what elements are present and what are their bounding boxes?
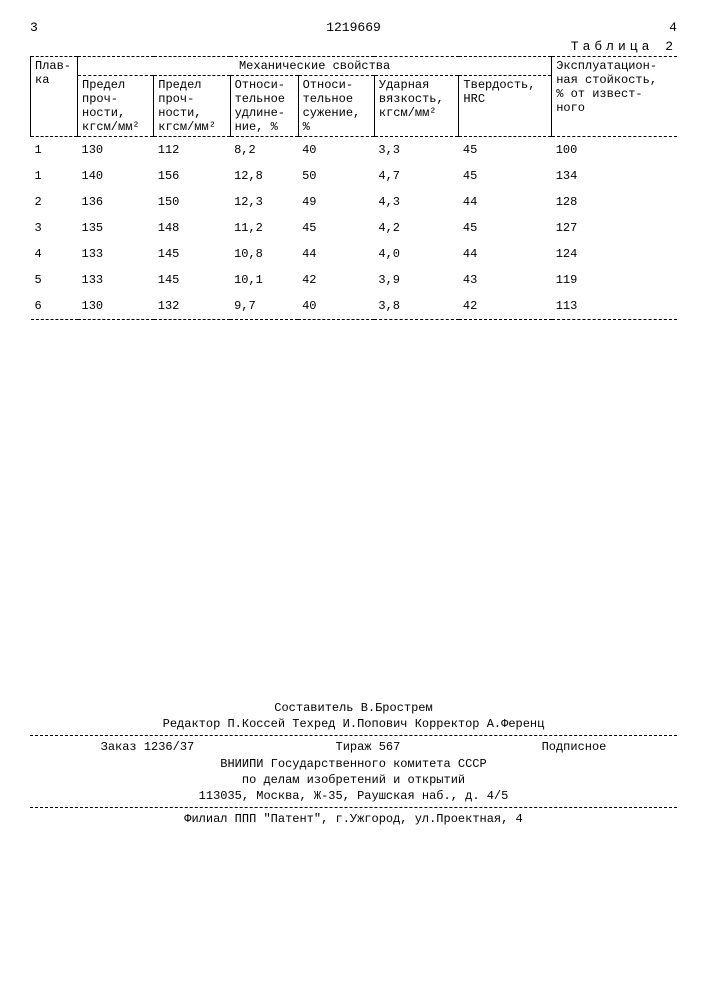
subcol-2: Предел проч- ности, кгсм/мм² — [154, 76, 230, 137]
table-cell: 45 — [459, 163, 552, 189]
footer-order: Заказ 1236/37 — [101, 739, 195, 755]
subcol-4: Относи- тельное сужение, % — [298, 76, 374, 137]
table-cell: 4,2 — [374, 215, 459, 241]
table-cell: 145 — [154, 267, 230, 293]
page-number-right: 4 — [669, 20, 677, 35]
subcol-3: Относи- тельное удлине- ние, % — [230, 76, 298, 137]
table-cell: 119 — [552, 267, 677, 293]
table-cell: 10,1 — [230, 267, 298, 293]
table-cell: 5 — [31, 267, 78, 293]
table-cell: 44 — [459, 241, 552, 267]
footer-addr2: Филиал ППП "Патент", г.Ужгород, ул.Проек… — [30, 811, 677, 827]
table-cell: 130 — [78, 137, 154, 163]
table-cell: 49 — [298, 189, 374, 215]
subcol-5: Ударная вязкость, кгсм/мм² — [374, 76, 459, 137]
col-ekspl: Эксплуатацион- ная стойкость, % от извес… — [552, 57, 677, 137]
table-cell: 145 — [154, 241, 230, 267]
table-cell: 133 — [78, 241, 154, 267]
table-cell: 10,8 — [230, 241, 298, 267]
footer-org2: по делам изобретений и открытий — [30, 772, 677, 788]
table-cell: 3,8 — [374, 293, 459, 320]
table-cell: 1 — [31, 163, 78, 189]
table-cell: 12,3 — [230, 189, 298, 215]
col-plavka: Плав- ка — [31, 57, 78, 137]
table-cell: 42 — [459, 293, 552, 320]
table-cell: 132 — [154, 293, 230, 320]
table-cell: 11,2 — [230, 215, 298, 241]
table-cell: 148 — [154, 215, 230, 241]
footer-addr1: 113035, Москва, Ж-35, Раушская наб., д. … — [30, 788, 677, 804]
table-cell: 6 — [31, 293, 78, 320]
table-cell: 42 — [298, 267, 374, 293]
table-cell: 128 — [552, 189, 677, 215]
table-cell: 8,2 — [230, 137, 298, 163]
table-row: 61301329,7403,842113 — [31, 293, 678, 320]
footer-tirazh: Тираж 567 — [336, 739, 401, 755]
table-cell: 3,9 — [374, 267, 459, 293]
table-cell: 127 — [552, 215, 677, 241]
subcol-1: Предел проч- ности, кгсм/мм² — [78, 76, 154, 137]
table-cell: 4,7 — [374, 163, 459, 189]
table-cell: 113 — [552, 293, 677, 320]
document-number: 1219669 — [326, 20, 381, 35]
col-group-mech: Механические свойства — [78, 57, 552, 76]
table-row: 313514811,2454,245127 — [31, 215, 678, 241]
footer-block: Составитель В.Брострем Редактор П.Коссей… — [30, 700, 677, 827]
table-cell: 3,3 — [374, 137, 459, 163]
mechanical-properties-table: Плав- ка Механические свойства Эксплуата… — [30, 56, 677, 320]
table-cell: 12,8 — [230, 163, 298, 189]
table-cell: 2 — [31, 189, 78, 215]
table-row: 413314510,8444,044124 — [31, 241, 678, 267]
table-caption: Таблица 2 — [30, 39, 677, 54]
table-cell: 4 — [31, 241, 78, 267]
table-cell: 40 — [298, 137, 374, 163]
table-cell: 45 — [298, 215, 374, 241]
table-cell: 4,0 — [374, 241, 459, 267]
table-row: 213615012,3494,344128 — [31, 189, 678, 215]
footer-compiler: Составитель В.Брострем — [30, 700, 677, 716]
table-cell: 44 — [459, 189, 552, 215]
footer-editors: Редактор П.Коссей Техред И.Попович Корре… — [30, 716, 677, 732]
table-cell: 100 — [552, 137, 677, 163]
table-cell: 9,7 — [230, 293, 298, 320]
table-cell: 130 — [78, 293, 154, 320]
table-cell: 136 — [78, 189, 154, 215]
table-cell: 40 — [298, 293, 374, 320]
page-number-left: 3 — [30, 20, 38, 35]
table-row: 11301128,2403,345100 — [31, 137, 678, 163]
footer-podpis: Подписное — [542, 739, 607, 755]
table-cell: 133 — [78, 267, 154, 293]
table-row: 513314510,1423,943119 — [31, 267, 678, 293]
table-cell: 44 — [298, 241, 374, 267]
table-cell: 134 — [552, 163, 677, 189]
table-cell: 50 — [298, 163, 374, 189]
table-cell: 3 — [31, 215, 78, 241]
table-cell: 4,3 — [374, 189, 459, 215]
table-cell: 156 — [154, 163, 230, 189]
table-cell: 150 — [154, 189, 230, 215]
table-cell: 124 — [552, 241, 677, 267]
footer-org1: ВНИИПИ Государственного комитета СССР — [30, 756, 677, 772]
table-cell: 1 — [31, 137, 78, 163]
page-header: 3 1219669 4 — [30, 20, 677, 35]
table-cell: 45 — [459, 137, 552, 163]
table-cell: 140 — [78, 163, 154, 189]
table-cell: 135 — [78, 215, 154, 241]
table-cell: 45 — [459, 215, 552, 241]
table-cell: 112 — [154, 137, 230, 163]
subcol-6: Твердость, HRC — [459, 76, 552, 137]
table-row: 114015612,8504,745134 — [31, 163, 678, 189]
table-cell: 43 — [459, 267, 552, 293]
